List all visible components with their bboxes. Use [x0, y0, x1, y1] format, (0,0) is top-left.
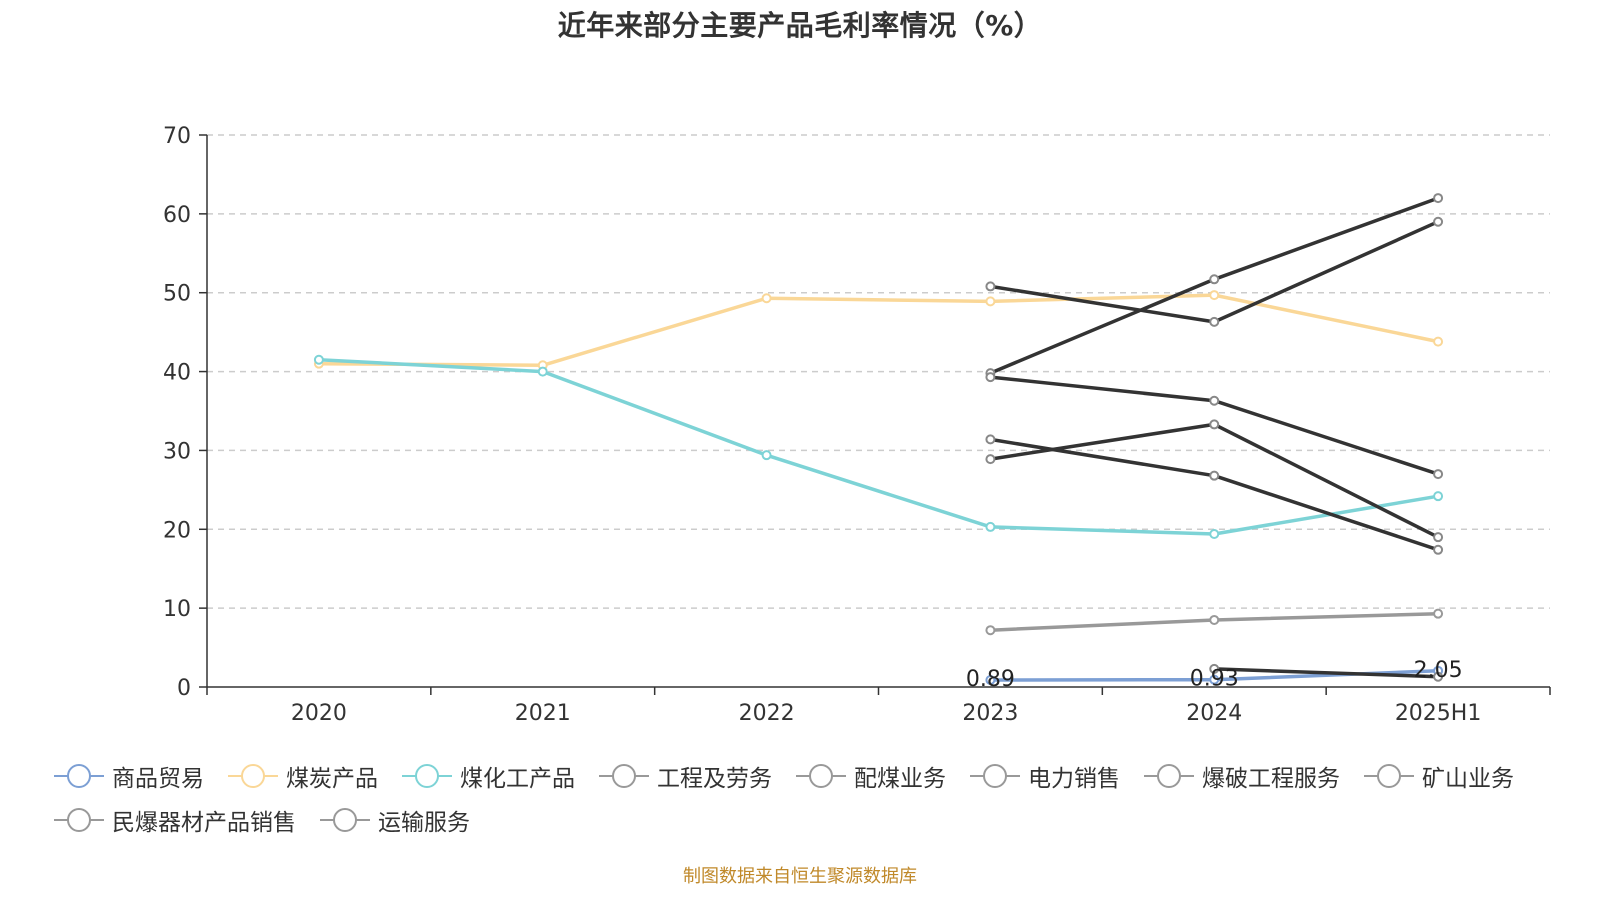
series-lines — [313, 193, 1444, 685]
legend-circle-icon — [402, 764, 452, 788]
data-label: 0.93 — [1190, 667, 1239, 692]
y-tick-label: 10 — [163, 597, 191, 622]
legend-circle-icon — [796, 764, 846, 788]
legend-item[interactable]: 矿山业务 — [1364, 758, 1514, 794]
data-point — [1433, 544, 1444, 555]
x-tick-label: 2024 — [1186, 701, 1242, 726]
legend-label: 运输服务 — [378, 810, 470, 836]
data-point — [1209, 290, 1220, 301]
data-label: 0.89 — [966, 667, 1015, 692]
legend-label: 配煤业务 — [854, 766, 946, 792]
data-point — [1209, 274, 1220, 285]
data-point — [1209, 419, 1220, 430]
chart-title: 近年来部分主要产品毛利率情况（%） — [557, 9, 1043, 42]
legend-item[interactable]: 民爆器材产品销售 — [54, 802, 296, 838]
legend-circle-icon — [970, 764, 1020, 788]
legend-circle-icon — [320, 808, 370, 832]
data-point — [1209, 663, 1220, 674]
y-tick-label: 0 — [177, 676, 191, 701]
x-tick-label: 2020 — [291, 701, 347, 726]
data-point — [1209, 470, 1220, 481]
legend-item[interactable]: 配煤业务 — [796, 758, 946, 794]
legend-label: 商品贸易 — [112, 766, 204, 792]
gridlines — [207, 134, 1550, 609]
data-point — [1433, 193, 1444, 204]
data-point — [985, 625, 996, 636]
legend-item[interactable]: 爆破工程服务 — [1144, 758, 1340, 794]
series-line — [318, 357, 1439, 536]
data-point — [1209, 316, 1220, 327]
data-point — [313, 354, 324, 365]
data-point — [1433, 491, 1444, 502]
x-tick-label: 2022 — [739, 701, 795, 726]
legend-label: 民爆器材产品销售 — [112, 810, 296, 836]
series-line — [1214, 667, 1439, 679]
legend-circle-icon — [54, 764, 104, 788]
data-point — [1209, 395, 1220, 406]
series-line — [990, 220, 1439, 324]
data-point — [985, 296, 996, 307]
data-point — [537, 366, 548, 377]
legend: 商品贸易 煤炭产品 煤化工产品 工程及劳务 配煤业务 电力销售 爆破工程服务 矿山业务民爆器材… — [54, 758, 1574, 838]
legend-circle-icon — [54, 808, 104, 832]
data-point — [1433, 671, 1444, 682]
legend-item[interactable]: 煤炭产品 — [228, 758, 378, 794]
data-point — [985, 454, 996, 465]
legend-item[interactable]: 商品贸易 — [54, 758, 204, 794]
data-point — [1209, 674, 1220, 685]
data-labels: 0.89 0.93 2.05 — [966, 658, 1463, 692]
legend-item[interactable]: 煤化工产品 — [402, 758, 575, 794]
y-tick-label: 40 — [163, 361, 191, 386]
y-tick-label: 30 — [163, 439, 191, 464]
x-tick-label: 2025H1 — [1395, 701, 1482, 726]
series-line — [989, 196, 1439, 375]
legend-circle-icon — [599, 764, 649, 788]
y-tick-label: 50 — [163, 282, 191, 307]
legend-circle-icon — [1144, 764, 1194, 788]
data-point — [761, 293, 772, 304]
legend-circle-icon — [1364, 764, 1414, 788]
legend-label: 爆破工程服务 — [1202, 766, 1340, 792]
y-tick-label: 60 — [163, 203, 191, 228]
y-tick-label: 20 — [163, 518, 191, 543]
data-point — [1209, 614, 1220, 625]
legend-circle-icon — [228, 764, 278, 788]
data-point — [1209, 529, 1220, 540]
data-point — [985, 674, 996, 685]
legend-label: 工程及劳务 — [657, 766, 772, 792]
data-label: 2.05 — [1414, 658, 1463, 683]
data-point — [1433, 532, 1444, 543]
data-point — [985, 521, 996, 532]
legend-label: 煤化工产品 — [460, 766, 575, 792]
series-line — [990, 422, 1439, 539]
x-tick-label: 2021 — [515, 701, 571, 726]
series-line — [318, 293, 1439, 368]
source-note: 制图数据来自恒生聚源数据库 — [683, 866, 917, 887]
data-point — [985, 281, 996, 292]
legend-label: 矿山业务 — [1422, 766, 1514, 792]
legend-label: 电力销售 — [1028, 766, 1120, 792]
data-point — [1433, 469, 1444, 480]
y-tick-label: 70 — [163, 124, 191, 149]
legend-item[interactable]: 电力销售 — [970, 758, 1120, 794]
data-point — [985, 434, 996, 445]
data-point — [985, 372, 996, 383]
axes: 0 10 20 30 40 50 60 70 2020 2021 2022 2023 2024 2025H… — [163, 124, 1551, 726]
data-point — [1433, 608, 1444, 619]
legend-item[interactable]: 运输服务 — [320, 802, 470, 838]
data-point — [761, 450, 772, 461]
x-tick-label: 2023 — [962, 701, 1018, 726]
data-point — [1433, 336, 1444, 347]
legend-label: 煤炭产品 — [286, 766, 378, 792]
data-point — [1433, 216, 1444, 227]
legend-item[interactable]: 工程及劳务 — [599, 758, 772, 794]
